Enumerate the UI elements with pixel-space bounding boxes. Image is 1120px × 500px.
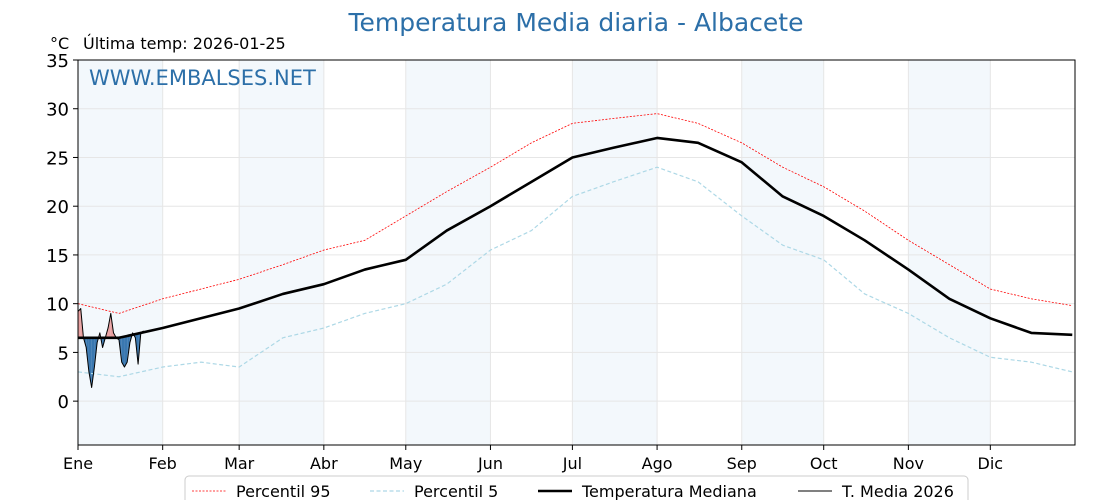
y-tick-label: 10: [46, 295, 69, 316]
x-tick-label: Dic: [978, 454, 1004, 473]
legend-label: T. Media 2026: [841, 482, 954, 500]
y-tick-label: 20: [46, 197, 69, 218]
unit-label: °C: [50, 34, 69, 53]
legend-label: Percentil 95: [236, 482, 331, 500]
legend-label: Percentil 5: [414, 482, 498, 500]
series-line-temperatura-mediana: [78, 136, 1073, 340]
below-median-fill: [91, 337, 95, 388]
legend-label: Temperatura Mediana: [581, 482, 757, 500]
x-tick-label: Sep: [727, 454, 757, 473]
series-line-t-media-2026: [77, 308, 144, 388]
x-tick-label: May: [389, 454, 422, 473]
series-line-percentil-95: [77, 113, 1073, 314]
month-band: [572, 60, 658, 445]
x-tick-label: Nov: [893, 454, 924, 473]
month-band: [239, 60, 324, 445]
chart-title: Temperatura Media diaria - Albacete: [348, 8, 804, 37]
below-median-fill: [121, 336, 125, 368]
x-tick-label: Mar: [224, 454, 255, 473]
series-line-percentil-5: [77, 166, 1073, 378]
x-tick-label: Ago: [642, 454, 673, 473]
y-tick-label: 25: [46, 148, 69, 169]
plot-frame: [77, 59, 1076, 446]
y-tick-label: 0: [58, 392, 69, 413]
x-tick-label: Jun: [477, 454, 503, 473]
y-tick-label: 5: [58, 343, 69, 364]
watermark: WWW.EMBALSES.NET: [89, 66, 316, 90]
x-tick-label: Oct: [810, 454, 838, 473]
y-tick-label: 35: [46, 51, 69, 72]
below-median-fill: [124, 335, 128, 368]
y-tick-label: 30: [46, 100, 69, 121]
above-median-fill: [78, 308, 81, 338]
y-tick-label: 15: [46, 246, 69, 267]
x-tick-label: Abr: [310, 454, 338, 473]
x-tick-label: Feb: [149, 454, 177, 473]
legend-box: [184, 475, 969, 500]
x-tick-label: Ene: [63, 454, 93, 473]
last-temp-label: Última temp: 2026-01-25: [83, 34, 286, 53]
month-band: [908, 60, 991, 445]
x-tick-label: Jul: [562, 454, 582, 473]
month-band: [78, 60, 163, 445]
month-band: [405, 60, 491, 445]
month-band: [741, 60, 824, 445]
